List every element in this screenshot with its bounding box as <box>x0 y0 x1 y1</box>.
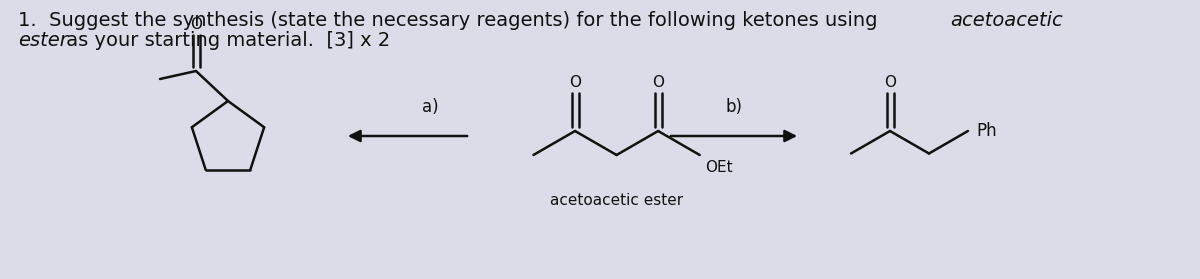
Text: acetoacetic ester: acetoacetic ester <box>550 193 683 208</box>
Text: b): b) <box>726 98 743 116</box>
Text: ester: ester <box>18 31 67 50</box>
Text: acetoacetic: acetoacetic <box>950 11 1063 30</box>
Text: Ph: Ph <box>976 122 996 140</box>
Text: O: O <box>652 75 664 90</box>
Text: as your starting material.  [3] x 2: as your starting material. [3] x 2 <box>60 31 390 50</box>
Text: OEt: OEt <box>704 160 732 175</box>
Text: O: O <box>884 75 896 90</box>
Text: 1.  Suggest the synthesis (state the necessary reagents) for the following keton: 1. Suggest the synthesis (state the nece… <box>18 11 883 30</box>
Text: O: O <box>190 17 202 32</box>
Text: O: O <box>569 75 581 90</box>
Text: a): a) <box>421 98 438 116</box>
